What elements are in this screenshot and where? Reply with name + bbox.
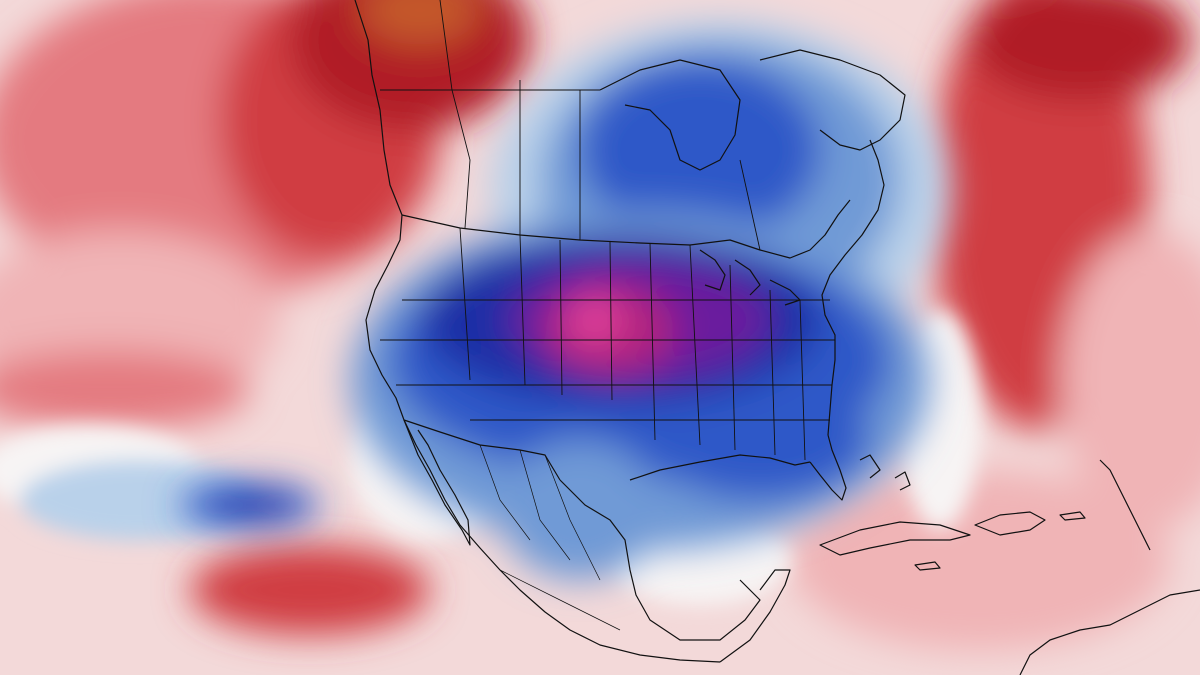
cold-peak-dakotas: [565, 295, 625, 345]
province-line-bc-alberta: [439, 0, 471, 229]
warm-anomaly-layer: [0, 0, 1200, 650]
province-borders: [380, 0, 761, 251]
mexico-internal-lines: [479, 444, 621, 631]
cuba: [819, 521, 971, 556]
state-line-plains: [609, 241, 656, 441]
south-america-coast: [1019, 589, 1200, 675]
warm-field-eastern-pacific-south: [190, 545, 430, 635]
province-line-ontario-quebec: [739, 159, 761, 251]
atlantic-coastline: [821, 139, 885, 436]
baja-peninsula: [403, 419, 471, 546]
great-lakes: [699, 249, 801, 306]
puerto-rico: [1059, 511, 1086, 521]
hudson-bay-outline: [599, 59, 741, 171]
state-line-east: [769, 289, 806, 461]
jamaica: [914, 561, 941, 571]
cold-field-mexico: [500, 440, 660, 580]
gulf-coastline: [559, 454, 811, 641]
pacific-coastline: [354, 0, 721, 663]
florida-peninsula: [809, 434, 847, 501]
us-mexico-border: [403, 419, 561, 481]
bahamas: [859, 454, 911, 491]
cold-field-hudson: [580, 60, 820, 240]
cold-patch-pacific-core: [210, 493, 290, 517]
cold-field-southeast: [650, 380, 870, 500]
labrador-coast: [759, 49, 906, 151]
hot-core-northwest: [360, 0, 480, 45]
central-america: [719, 569, 791, 663]
hispaniola: [974, 511, 1046, 536]
warm-field-pacific-band: [0, 350, 250, 430]
state-borders: [380, 227, 835, 461]
warm-field-alaska-yukon: [290, 0, 530, 130]
warm-field-caribbean: [790, 470, 1170, 650]
lesser-antilles: [1099, 459, 1151, 551]
state-line-mountain: [459, 227, 563, 396]
state-line-midwest: [689, 244, 736, 451]
mexico-borders: [479, 444, 621, 631]
warm-field-atlantic-top: [970, 0, 1190, 100]
warm-field-atlantic-east: [1060, 230, 1200, 530]
province-line-prairies: [519, 80, 581, 240]
